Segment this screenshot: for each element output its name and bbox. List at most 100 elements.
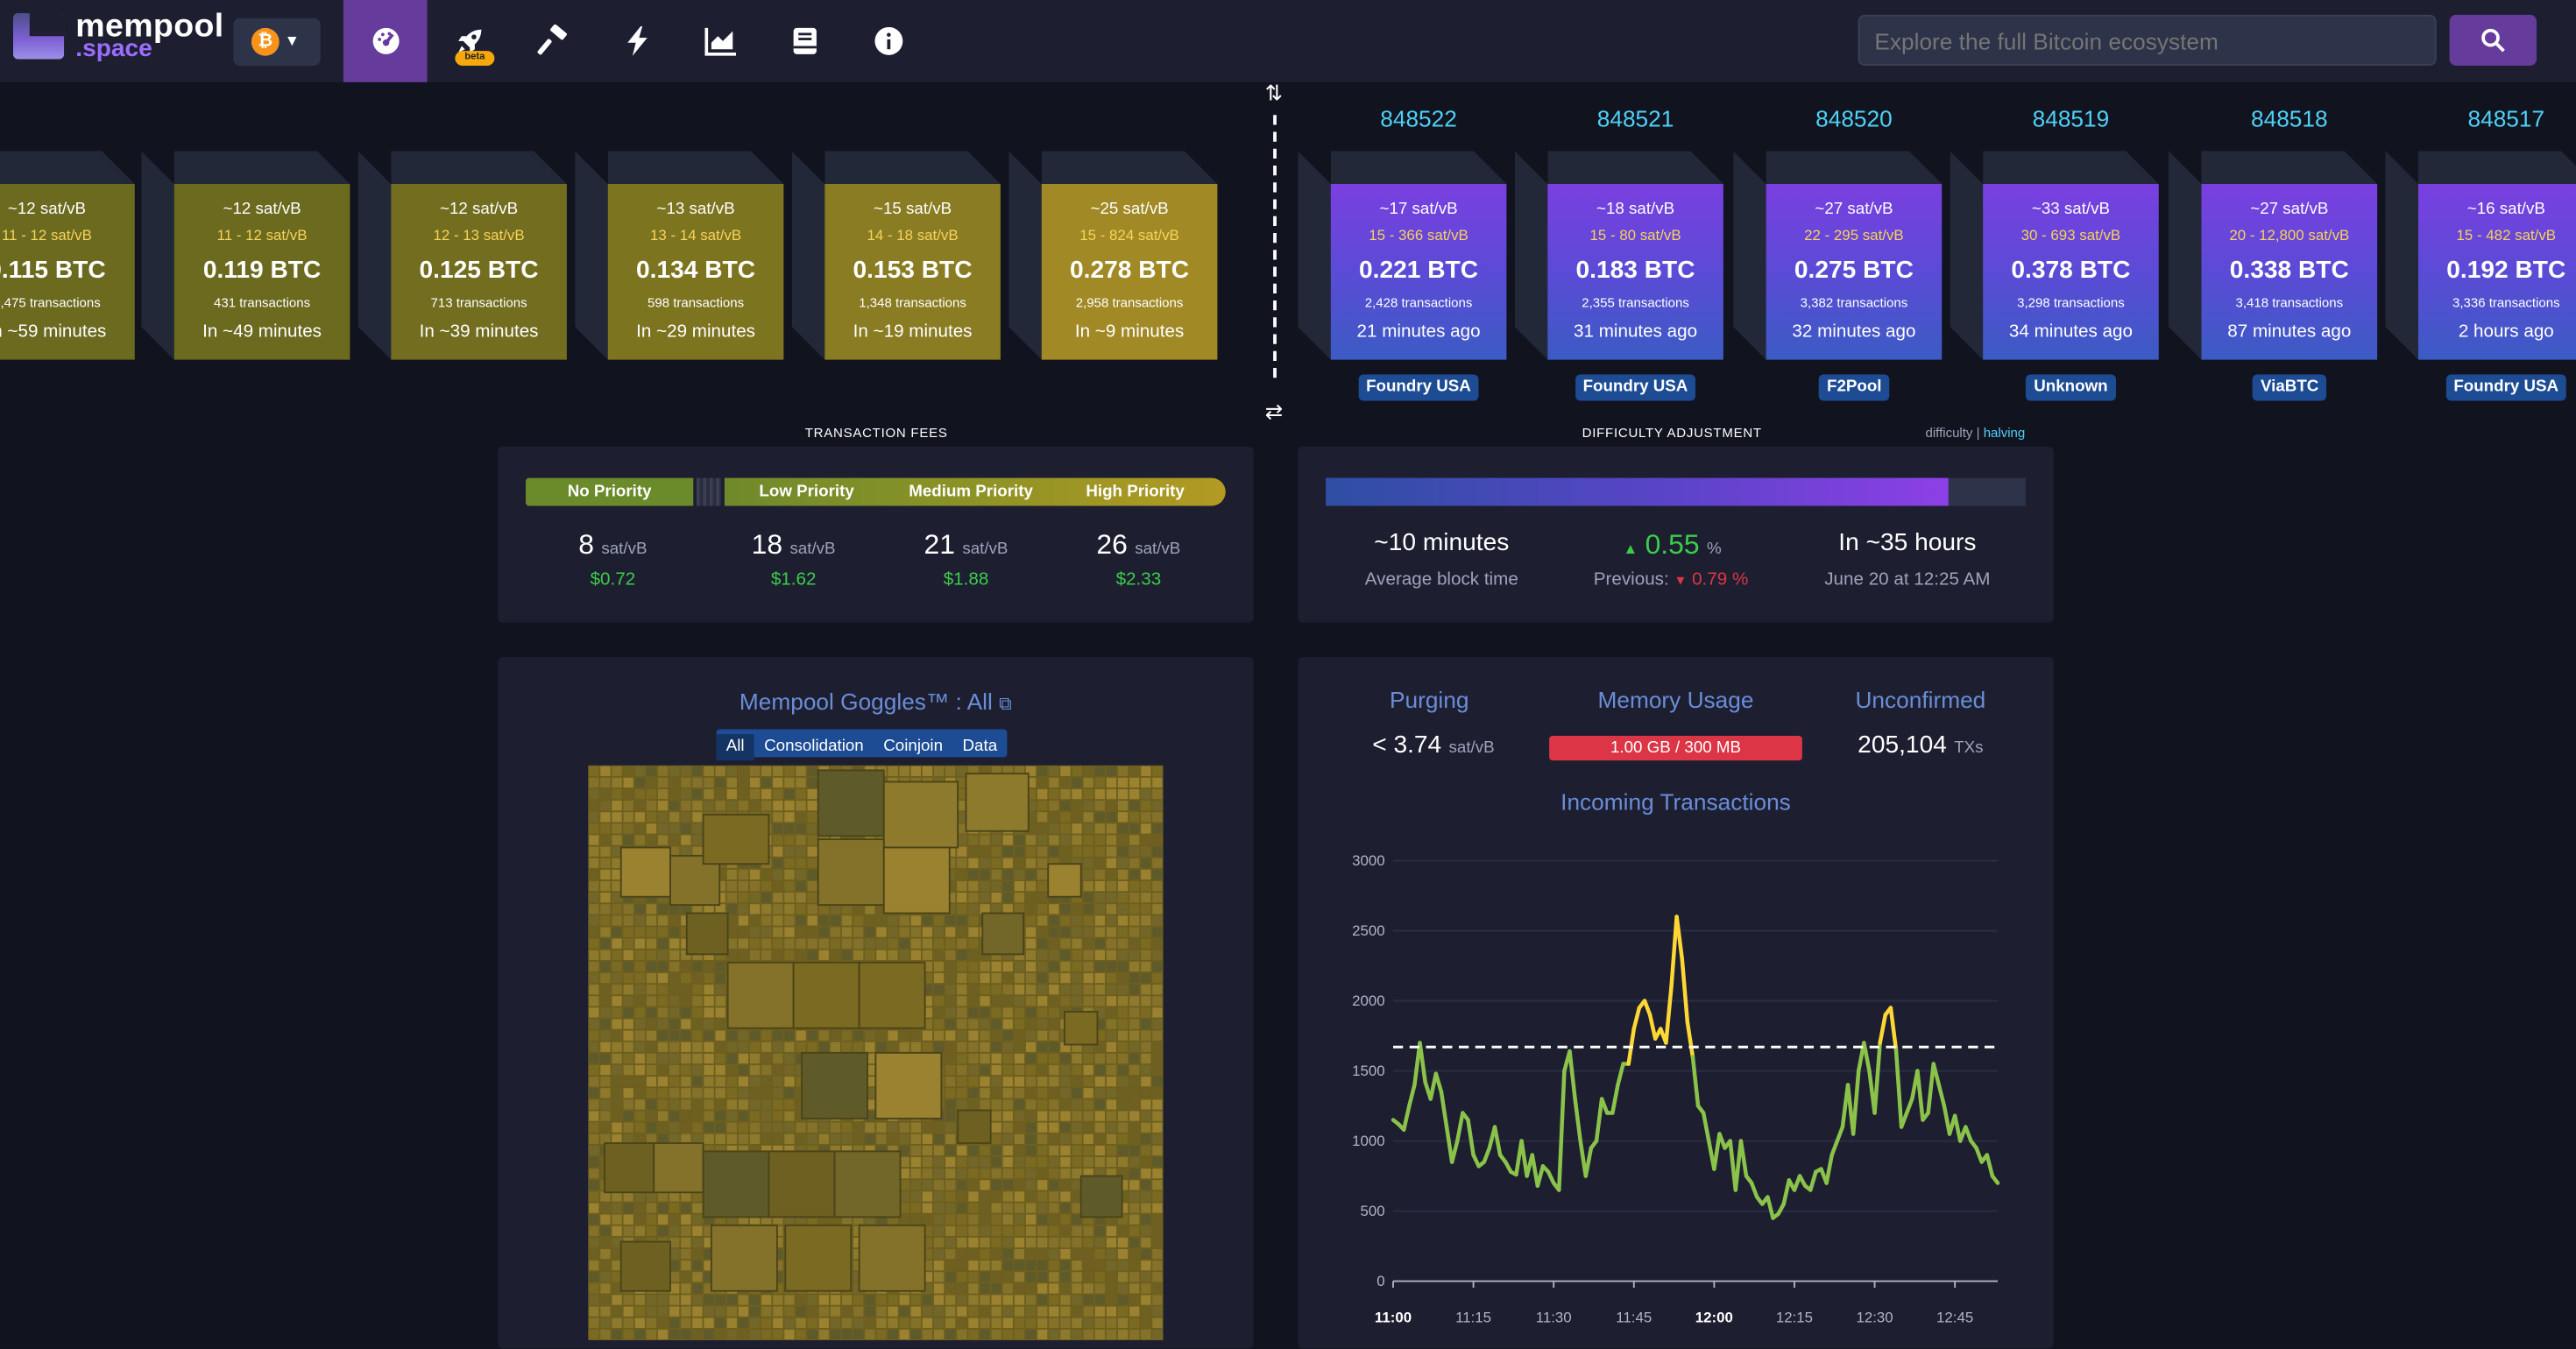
tx-cell[interactable] bbox=[1002, 972, 1013, 984]
tx-cell[interactable] bbox=[681, 1225, 691, 1236]
tx-cell[interactable] bbox=[657, 1042, 669, 1052]
tx-cell[interactable] bbox=[634, 766, 645, 776]
tx-cell[interactable] bbox=[1152, 996, 1163, 1006]
tx-cell[interactable] bbox=[589, 972, 599, 984]
tx-cell[interactable] bbox=[991, 766, 1001, 776]
tx-cell[interactable] bbox=[957, 1077, 967, 1087]
tx-cell[interactable] bbox=[657, 1329, 669, 1340]
tx-cell[interactable] bbox=[1037, 823, 1048, 834]
tx-cell[interactable] bbox=[1025, 972, 1037, 984]
tx-cell[interactable] bbox=[612, 985, 622, 995]
tx-cell[interactable] bbox=[623, 823, 633, 834]
tx-cell[interactable] bbox=[841, 1134, 853, 1144]
tx-cell[interactable] bbox=[1049, 1180, 1059, 1190]
tx-cell[interactable] bbox=[933, 1214, 945, 1225]
tx-cell[interactable] bbox=[1002, 1306, 1013, 1317]
tx-cell[interactable] bbox=[1152, 1169, 1163, 1179]
tx-cell[interactable] bbox=[968, 996, 979, 1006]
tx-cell[interactable] bbox=[612, 938, 622, 949]
tx-cell[interactable] bbox=[1060, 846, 1071, 857]
tx-cell[interactable] bbox=[589, 788, 599, 800]
tx-cell[interactable] bbox=[738, 904, 749, 915]
tx-cell[interactable] bbox=[1025, 1019, 1037, 1029]
tx-cell[interactable] bbox=[1117, 915, 1129, 926]
tx-cell[interactable] bbox=[1129, 893, 1140, 903]
tx-cell[interactable] bbox=[773, 1088, 783, 1098]
tx-cell[interactable] bbox=[773, 1225, 783, 1236]
tx-cell[interactable] bbox=[1072, 801, 1082, 811]
tx-cell[interactable] bbox=[910, 938, 921, 949]
tx-cell[interactable] bbox=[796, 1042, 806, 1052]
tx-cell[interactable] bbox=[1117, 1283, 1129, 1294]
tx-cell[interactable] bbox=[773, 1099, 783, 1110]
tx-cell[interactable] bbox=[1141, 961, 1151, 972]
tx-cell[interactable] bbox=[991, 893, 1001, 903]
tx-cell[interactable] bbox=[784, 801, 795, 811]
tx-cell[interactable] bbox=[1025, 766, 1037, 776]
tx-cell[interactable] bbox=[761, 1053, 772, 1064]
tx-cell[interactable] bbox=[738, 1317, 749, 1328]
tx-cell[interactable] bbox=[1060, 1134, 1071, 1144]
tx-cell[interactable] bbox=[657, 766, 669, 776]
tx-cell[interactable] bbox=[991, 1214, 1001, 1225]
tx-cell[interactable] bbox=[968, 1064, 979, 1076]
tx-cell[interactable] bbox=[749, 938, 761, 949]
tx-cell[interactable] bbox=[1094, 1272, 1105, 1282]
tx-cell[interactable] bbox=[1083, 915, 1093, 926]
tx-cell[interactable] bbox=[589, 1261, 599, 1271]
tx-cell[interactable] bbox=[1037, 972, 1048, 984]
tx-cell[interactable] bbox=[1072, 1283, 1082, 1294]
tx-cell[interactable] bbox=[1083, 1145, 1093, 1156]
tx-cell[interactable] bbox=[784, 880, 795, 892]
tx-cell[interactable] bbox=[634, 1088, 645, 1098]
tx-cell[interactable] bbox=[922, 1019, 933, 1029]
tx-cell[interactable] bbox=[1094, 835, 1105, 845]
tx-cell[interactable] bbox=[818, 1214, 829, 1225]
tx-cell[interactable] bbox=[1152, 1225, 1163, 1236]
tx-cell[interactable] bbox=[922, 1317, 933, 1328]
tx-cell[interactable] bbox=[865, 1214, 875, 1225]
tx-cell[interactable] bbox=[692, 1248, 703, 1260]
tx-cell[interactable] bbox=[1049, 1225, 1059, 1236]
tx-cell[interactable] bbox=[980, 996, 990, 1006]
tx-cell[interactable] bbox=[1060, 801, 1071, 811]
tx-cell[interactable] bbox=[669, 927, 680, 937]
tx-cell[interactable] bbox=[1083, 1111, 1093, 1121]
tx-cell[interactable] bbox=[796, 801, 806, 811]
tx-cell[interactable] bbox=[807, 1214, 817, 1225]
tx-cell[interactable] bbox=[1049, 1099, 1059, 1110]
tx-cell[interactable] bbox=[933, 1145, 945, 1156]
tx-cell[interactable] bbox=[968, 1088, 979, 1098]
tx-cell[interactable] bbox=[818, 950, 829, 960]
tx-cell[interactable] bbox=[634, 950, 645, 960]
tx-cell[interactable] bbox=[1141, 1272, 1151, 1282]
tx-cell[interactable] bbox=[968, 1317, 979, 1328]
tx-cell[interactable] bbox=[933, 1225, 945, 1236]
tx-cell[interactable] bbox=[681, 777, 691, 788]
tx-cell[interactable] bbox=[888, 950, 898, 960]
tx-cell[interactable] bbox=[945, 1214, 956, 1225]
tx-cell[interactable] bbox=[1049, 1237, 1059, 1248]
tx-cell[interactable] bbox=[726, 904, 737, 915]
tx-cell[interactable] bbox=[589, 1064, 599, 1076]
tx-cell[interactable] bbox=[773, 869, 783, 880]
tx-cell[interactable] bbox=[1025, 938, 1037, 949]
tx-cell[interactable] bbox=[991, 1272, 1001, 1282]
tx-cell[interactable] bbox=[646, 1019, 657, 1029]
tx-cell[interactable] bbox=[1106, 1007, 1117, 1018]
tx-cell[interactable] bbox=[865, 950, 875, 960]
tx-cell[interactable] bbox=[1060, 950, 1071, 960]
tx-cell[interactable] bbox=[646, 1306, 657, 1317]
tx-cell[interactable] bbox=[1072, 1237, 1082, 1248]
tx-cell[interactable] bbox=[922, 1295, 933, 1305]
tx-cell[interactable] bbox=[704, 1283, 714, 1294]
tx-cell[interactable] bbox=[1025, 1306, 1037, 1317]
tx-cell[interactable] bbox=[634, 961, 645, 972]
tx-cell[interactable] bbox=[807, 1030, 817, 1041]
tx-cell[interactable] bbox=[612, 1237, 622, 1248]
tx-cell[interactable] bbox=[761, 766, 772, 776]
tx-cell[interactable] bbox=[623, 985, 633, 995]
tx-cell[interactable] bbox=[600, 823, 611, 834]
tx-cell[interactable] bbox=[692, 788, 703, 800]
tx-cell[interactable] bbox=[1141, 1317, 1151, 1328]
